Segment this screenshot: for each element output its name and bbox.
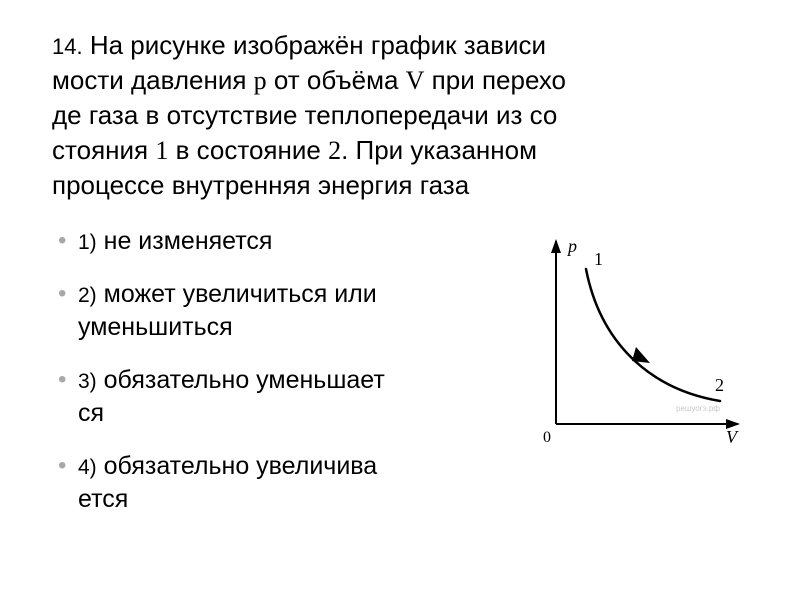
- svg-text:решуогэ.рф: решуогэ.рф: [676, 404, 720, 413]
- question-number: 14.: [52, 34, 83, 59]
- option-3-line-0: обязательно уменьшает: [104, 366, 385, 394]
- option-4-num: 4): [78, 456, 97, 479]
- svg-text:2: 2: [715, 375, 724, 395]
- question-line-4: процессе внутренняя энергия газа: [52, 170, 469, 200]
- option-2: 2) может увеличиться или уменьшиться: [52, 278, 492, 344]
- option-1-num: 1): [78, 231, 97, 254]
- pv-chart: pV012решуогэ.рф: [528, 231, 748, 451]
- answers-row: 1) не изменяется 2) может увеличиться ил…: [52, 225, 748, 536]
- svg-text:p: p: [566, 236, 577, 256]
- page: 14. На рисунке изображён график зависи м…: [0, 0, 800, 600]
- answers-list: 1) не изменяется 2) может увеличиться ил…: [52, 225, 492, 536]
- option-2-line-1: уменьшиться: [78, 313, 233, 341]
- chart-container: pV012решуогэ.рф: [492, 225, 748, 451]
- option-4-line-0: обязательно увеличива: [104, 452, 378, 480]
- svg-text:0: 0: [543, 429, 551, 446]
- option-1-text: не изменяется: [104, 227, 273, 255]
- question-line-2: де газа в отсутствие теплопередачи из со: [52, 100, 557, 130]
- svg-text:1: 1: [594, 249, 603, 269]
- option-3-line-1: ся: [78, 399, 104, 427]
- question-text: 14. На рисунке изображён график зависи м…: [52, 28, 748, 203]
- option-4-line-1: ется: [78, 485, 128, 513]
- option-3-num: 3): [78, 370, 97, 393]
- question-line-1: мости давления p от объёма V при перехо: [52, 65, 566, 95]
- option-3: 3) обязательно уменьшает ся: [52, 364, 492, 430]
- option-2-num: 2): [78, 284, 97, 307]
- question-line-0: На рисунке изображён график зависи: [90, 30, 546, 60]
- option-4: 4) обязательно увеличива ется: [52, 450, 492, 516]
- option-1: 1) не изменяется: [52, 225, 492, 258]
- option-2-line-0: может увеличиться или: [104, 280, 377, 308]
- question-line-3: стояния 1 в состояние 2. При указанном: [52, 135, 537, 165]
